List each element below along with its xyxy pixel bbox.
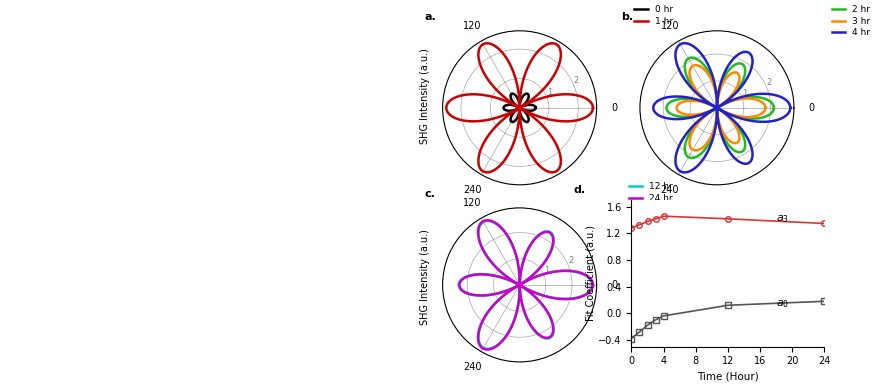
Text: SHG Intensity (a.u.): SHG Intensity (a.u.) bbox=[420, 229, 431, 325]
Text: a.: a. bbox=[424, 12, 436, 22]
Legend: 0 hr, 1 hr: 0 hr, 1 hr bbox=[631, 2, 677, 29]
Text: SHG Intensity (a.u.): SHG Intensity (a.u.) bbox=[420, 48, 431, 144]
Legend: 12 hr, 24 hr: 12 hr, 24 hr bbox=[625, 179, 677, 206]
X-axis label: Time (Hour): Time (Hour) bbox=[697, 372, 759, 382]
Text: $a_0$: $a_0$ bbox=[776, 299, 789, 310]
Y-axis label: Fit Coefficient (a.u.): Fit Coefficient (a.u.) bbox=[586, 225, 595, 321]
Text: c.: c. bbox=[424, 189, 435, 199]
Text: $a_3$: $a_3$ bbox=[776, 213, 789, 225]
Text: d.: d. bbox=[574, 185, 586, 195]
Legend: 2 hr, 3 hr, 4 hr: 2 hr, 3 hr, 4 hr bbox=[828, 2, 874, 41]
Text: b.: b. bbox=[622, 12, 633, 22]
